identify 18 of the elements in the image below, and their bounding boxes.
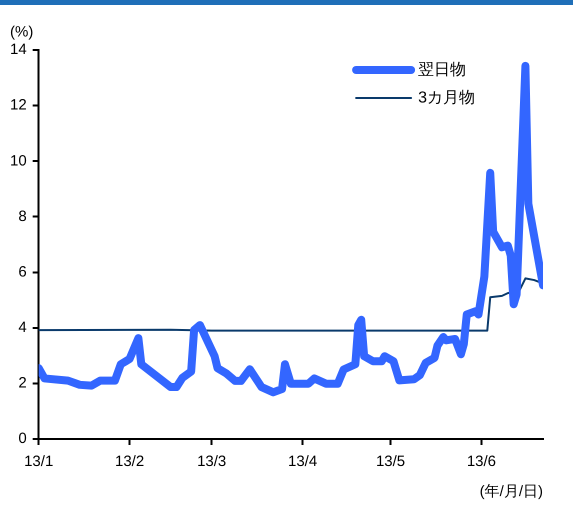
- y-tick-label: 0: [18, 430, 27, 448]
- x-tick-label: 13/2: [114, 453, 144, 470]
- y-tick-label: 10: [10, 152, 27, 170]
- y-tick-label: 2: [18, 374, 27, 392]
- y-axis-title: (%): [10, 24, 34, 41]
- x-axis-title: (年/月/日): [480, 483, 543, 500]
- x-tick-label: 13/1: [24, 453, 54, 470]
- y-tick-label: 12: [10, 96, 27, 114]
- x-tick-label: 13/3: [197, 453, 226, 470]
- x-tick-label: 13/4: [288, 453, 318, 470]
- y-tick-label: 6: [18, 263, 27, 280]
- legend-label: 翌日物: [418, 61, 466, 78]
- y-tick-label: 8: [18, 208, 27, 225]
- y-tick-label: 4: [18, 319, 27, 336]
- y-tick-label: 14: [10, 41, 27, 58]
- x-tick-label: 13/6: [466, 453, 496, 470]
- x-tick-label: 13/5: [376, 453, 406, 470]
- legend-label: 3カ月物: [418, 89, 476, 106]
